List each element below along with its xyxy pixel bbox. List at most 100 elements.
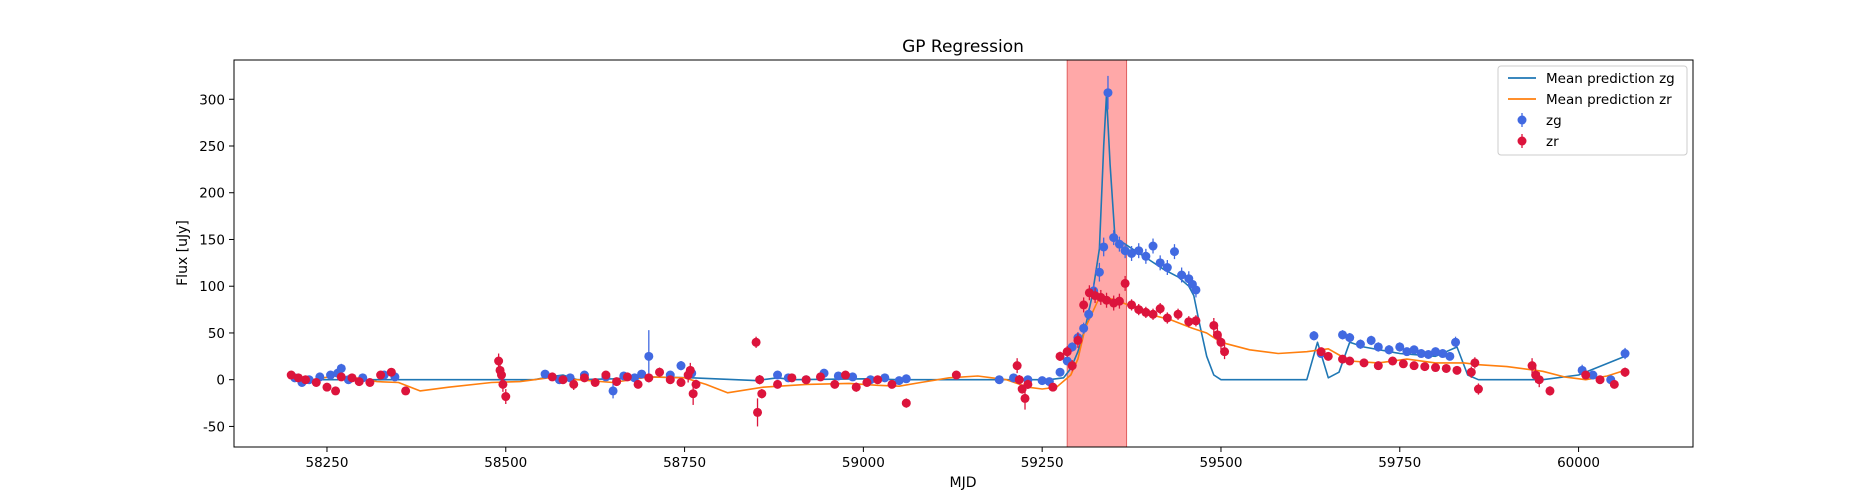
data-point-zg	[1409, 345, 1419, 355]
x-tick-label: 59000	[842, 455, 885, 471]
data-point-zg	[1191, 282, 1201, 298]
marker	[547, 372, 557, 382]
marker	[401, 386, 411, 396]
marker	[1173, 309, 1183, 319]
data-point-zr	[757, 389, 767, 399]
data-point-zr	[1012, 358, 1022, 374]
data-point-zr	[755, 375, 765, 385]
marker	[873, 375, 883, 385]
marker	[1079, 300, 1089, 310]
marker	[644, 351, 654, 361]
marker	[1423, 349, 1433, 359]
data-point-zr	[887, 379, 897, 389]
marker	[951, 370, 961, 380]
marker	[540, 369, 550, 379]
marker	[1141, 251, 1151, 261]
marker	[1451, 337, 1461, 347]
marker	[1438, 349, 1448, 359]
data-point-zg	[1423, 349, 1433, 359]
data-point-zr	[1338, 354, 1348, 364]
data-point-zg	[676, 361, 686, 371]
marker	[1220, 347, 1230, 357]
marker	[386, 367, 396, 377]
marker	[501, 392, 511, 402]
data-point-zr	[1014, 375, 1024, 385]
data-point-zr	[1323, 351, 1333, 361]
data-point-zg	[1094, 262, 1104, 282]
marker	[1094, 267, 1104, 277]
data-point-zr	[1466, 366, 1476, 378]
data-point-zr	[1055, 351, 1065, 361]
y-axis-label: Flux [uJy]	[175, 220, 191, 286]
data-point-zg	[1309, 331, 1319, 341]
marker	[1169, 247, 1179, 257]
data-point-zg	[1127, 246, 1137, 261]
data-point-zr	[547, 372, 557, 382]
legend-label: Mean prediction zg	[1546, 71, 1675, 87]
marker	[601, 370, 611, 380]
data-point-zr	[1141, 306, 1151, 318]
marker	[1620, 349, 1630, 359]
marker	[685, 365, 695, 375]
data-point-zr	[1020, 387, 1030, 410]
data-point-zg	[608, 383, 618, 399]
chart-title: GP Regression	[902, 37, 1024, 57]
marker	[1534, 375, 1544, 385]
marker	[336, 372, 346, 382]
marker	[569, 379, 579, 389]
marker	[331, 386, 341, 396]
marker	[830, 379, 840, 389]
marker	[1431, 363, 1441, 373]
x-tick-label: 60000	[1557, 455, 1600, 471]
data-point-zr	[1114, 293, 1124, 309]
data-point-zg	[1134, 243, 1144, 259]
data-point-zr	[1067, 360, 1077, 372]
marker	[1409, 345, 1419, 355]
y-tick-label: 250	[199, 139, 225, 155]
marker	[691, 379, 701, 389]
data-point-zr	[311, 378, 321, 387]
data-point-zr	[1316, 347, 1326, 357]
marker	[851, 382, 861, 392]
marker	[1102, 295, 1112, 305]
data-point-zr	[851, 382, 861, 392]
data-point-zr	[1359, 358, 1369, 368]
data-point-zg	[994, 375, 1004, 385]
data-point-zr	[644, 373, 654, 383]
data-point-zr	[1023, 379, 1033, 390]
data-point-zr	[1073, 332, 1083, 348]
data-point-zg	[1345, 332, 1355, 343]
data-point-zg	[1451, 336, 1461, 348]
data-point-zg	[1155, 255, 1165, 271]
data-point-zg	[1079, 322, 1089, 334]
data-point-zr	[386, 367, 396, 377]
data-point-zg	[848, 372, 858, 382]
x-tick-label: 59750	[1378, 455, 1421, 471]
data-point-zr	[840, 370, 850, 380]
marker	[840, 370, 850, 380]
data-point-zr	[494, 353, 504, 369]
marker	[1398, 359, 1408, 369]
data-point-zr	[1473, 383, 1483, 395]
marker	[833, 371, 843, 381]
marker	[815, 372, 825, 382]
data-point-zr	[501, 389, 511, 404]
x-axis-label: MJD	[950, 475, 977, 491]
data-point-zg	[1395, 342, 1405, 352]
y-tick-label: 150	[199, 232, 225, 248]
marker	[755, 375, 765, 385]
data-point-zr	[1345, 356, 1355, 366]
marker	[365, 378, 375, 387]
marker	[1020, 393, 1030, 403]
data-point-zg	[1099, 237, 1109, 257]
marker	[1191, 316, 1201, 326]
marker	[1014, 375, 1024, 385]
data-point-zg	[1366, 335, 1376, 346]
y-tick-label: 100	[199, 279, 225, 295]
data-point-zr	[1431, 363, 1441, 373]
marker	[644, 373, 654, 383]
marker	[354, 377, 364, 387]
marker	[787, 373, 797, 383]
data-point-zr	[401, 386, 411, 396]
marker	[1162, 263, 1172, 273]
